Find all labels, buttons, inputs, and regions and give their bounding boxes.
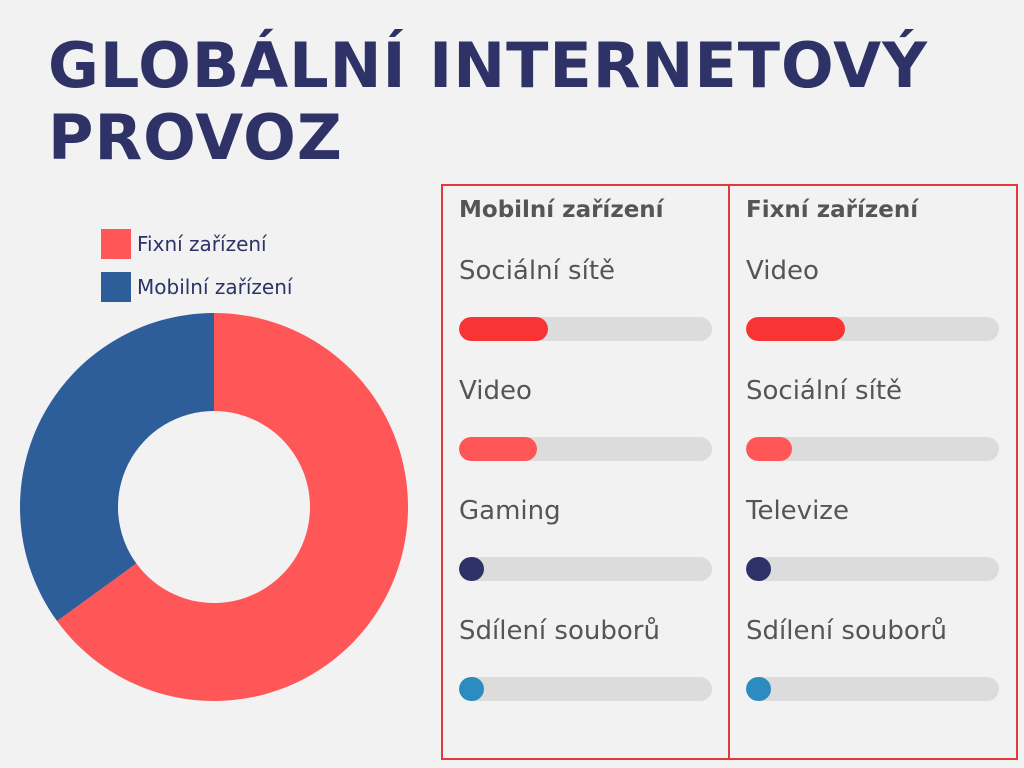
panel-mobile-devices: Mobilní zařízení Sociální sítě Video Gamin… bbox=[441, 184, 730, 760]
bar-fill bbox=[459, 557, 485, 581]
bar-label: Sdílení souborů bbox=[746, 616, 947, 646]
bar-fill bbox=[746, 677, 772, 701]
legend-item: Mobilní zařízení bbox=[101, 272, 292, 302]
bar-fill bbox=[459, 437, 538, 461]
legend-item: Fixní zařízení bbox=[101, 229, 292, 259]
bar-label: Televize bbox=[746, 496, 849, 526]
bar-label: Sdílení souborů bbox=[459, 616, 660, 646]
legend-label: Mobilní zařízení bbox=[137, 275, 293, 299]
donut-slice bbox=[19, 313, 214, 622]
panel-heading: Fixní zařízení bbox=[746, 197, 919, 223]
bar-label: Video bbox=[746, 256, 819, 286]
bar-track bbox=[746, 437, 999, 461]
donut-chart bbox=[19, 313, 408, 701]
bar-fill bbox=[746, 557, 772, 581]
bar-track bbox=[746, 557, 999, 581]
panel-heading: Mobilní zařízení bbox=[459, 197, 664, 223]
bar-label: Sociální sítě bbox=[459, 256, 616, 286]
legend-swatch-fixed bbox=[101, 229, 131, 259]
bar-track bbox=[459, 437, 712, 461]
donut-slice bbox=[57, 313, 408, 701]
bar-track bbox=[459, 317, 712, 341]
bar-fill bbox=[459, 677, 485, 701]
bar-fill bbox=[746, 437, 792, 461]
page-title: GLOBÁLNÍ INTERNETOVÝ PROVOZ bbox=[48, 29, 928, 174]
bar-track bbox=[459, 677, 712, 701]
legend-swatch-mobile bbox=[101, 272, 131, 302]
bar-fill bbox=[746, 317, 845, 341]
bar-track bbox=[459, 557, 712, 581]
bar-track bbox=[746, 677, 999, 701]
bar-track bbox=[746, 317, 999, 341]
legend-label: Fixní zařízení bbox=[137, 232, 267, 256]
panel-fixed-devices: Fixní zařízení Video Sociální sítě Televiz… bbox=[728, 184, 1018, 760]
bar-fill bbox=[459, 317, 548, 341]
bar-label: Sociální sítě bbox=[746, 376, 903, 406]
bar-label: Gaming bbox=[459, 496, 561, 526]
chart-legend: Fixní zařízení Mobilní zařízení bbox=[101, 229, 292, 315]
bar-label: Video bbox=[459, 376, 532, 406]
